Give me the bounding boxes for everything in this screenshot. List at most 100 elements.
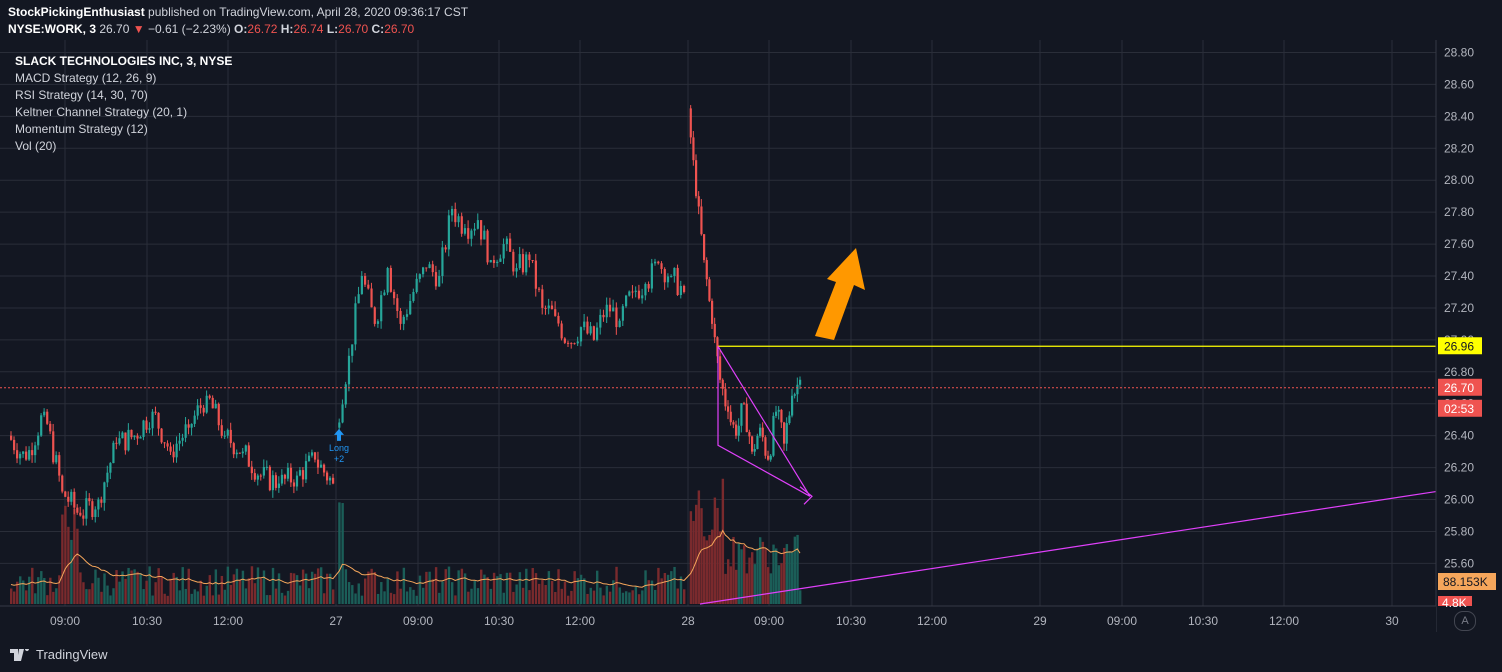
volume-bar — [271, 567, 275, 604]
candle-body — [301, 470, 305, 480]
volume-bar — [190, 593, 193, 604]
falling-wedge-drawing[interactable] — [717, 345, 813, 505]
author-name[interactable]: StockPickingEnthusiast — [8, 5, 145, 19]
volume-bar — [673, 566, 676, 604]
candle-body — [184, 424, 187, 438]
tradingview-logo[interactable]: TradingView — [10, 647, 108, 662]
time-tick-label: 10:30 — [132, 614, 162, 628]
volume-bar — [344, 569, 348, 604]
signal-label: Long — [329, 443, 349, 453]
candle-body — [357, 294, 360, 304]
candle-body — [557, 315, 560, 324]
legend-item-keltner[interactable]: Keltner Channel Strategy (20, 1) — [15, 105, 188, 119]
volume-bar — [492, 572, 496, 604]
legend-item-rsi[interactable]: RSI Strategy (14, 30, 70) — [15, 88, 148, 102]
volume-bar — [396, 571, 399, 604]
volume-bar — [199, 580, 202, 604]
candle-body — [163, 442, 166, 444]
legend-item-momentum[interactable]: Momentum Strategy (12) — [15, 122, 148, 136]
price-tick-label: 26.80 — [1444, 365, 1474, 379]
candle-body — [223, 435, 226, 437]
volume-bar — [328, 573, 332, 604]
change-arrow-icon: ▼ — [132, 22, 145, 36]
volume-bar — [386, 578, 389, 604]
candle-body — [451, 208, 454, 216]
candle-body — [521, 254, 525, 273]
volume-bar — [383, 591, 386, 604]
candle-body — [127, 429, 130, 451]
candle-body — [748, 432, 751, 437]
candle-body — [262, 467, 265, 476]
candle-body — [217, 403, 220, 426]
volume-bar — [554, 591, 557, 604]
candle-body — [364, 276, 367, 285]
time-tick-label: 09:00 — [1107, 614, 1137, 628]
close-label: C: — [371, 22, 385, 36]
volume-bar — [729, 566, 733, 604]
tradingview-icon — [10, 648, 29, 661]
volume-bar — [91, 583, 94, 604]
volume-bar — [142, 589, 145, 604]
candle-body — [268, 466, 272, 491]
volume-bar — [748, 557, 751, 604]
close-value: 26.70 — [384, 22, 415, 36]
up-arrow-icon[interactable] — [815, 248, 865, 340]
volume-bar — [592, 590, 596, 604]
candle-body — [304, 461, 308, 480]
volume-bar — [496, 576, 499, 604]
volume-bar — [341, 503, 344, 604]
volume-bar — [307, 588, 311, 604]
candle-body — [608, 304, 612, 312]
legend-item-macd[interactable]: MACD Strategy (12, 26, 9) — [15, 71, 157, 85]
volume-bar — [22, 580, 25, 604]
candle-body — [49, 423, 52, 432]
candle-body — [589, 326, 592, 334]
volume-bar — [596, 570, 599, 604]
volume-bar — [76, 528, 79, 604]
volume-bar — [716, 507, 719, 604]
volume-bar — [211, 595, 215, 604]
volume-bar — [139, 572, 142, 604]
candle-body — [109, 463, 112, 473]
chart-area[interactable]: Long +2 28.80 28.60 28.40 28.20 28.00 27.80 27… — [0, 0, 1502, 640]
candle-body — [190, 423, 193, 428]
volume-bar — [425, 571, 428, 604]
candle-body — [151, 411, 154, 429]
symbol-label[interactable]: NYSE:WORK, 3 — [8, 22, 97, 36]
volume-bar — [783, 547, 786, 604]
legend-title[interactable]: SLACK TECHNOLOGIES INC, 3, NYSE — [15, 54, 233, 68]
volume-bar — [560, 588, 563, 604]
time-tick-label: 29 — [1033, 614, 1047, 628]
volume-bar — [166, 595, 169, 604]
volume-bar — [579, 574, 583, 604]
legend-item-volume[interactable]: Vol (20) — [15, 139, 57, 153]
volume-bar — [262, 570, 266, 604]
volume-bar — [220, 575, 224, 604]
candle-body — [169, 446, 172, 452]
time-axis-bg[interactable] — [0, 606, 1436, 640]
time-tick-label: 12:00 — [1269, 614, 1299, 628]
candle-body — [596, 327, 599, 340]
volume-bar — [724, 573, 727, 604]
candle-body — [130, 429, 133, 438]
candle-body — [202, 407, 205, 413]
orange-arrow-shape — [815, 248, 865, 340]
candle-body — [796, 384, 799, 395]
candle-body — [525, 254, 528, 273]
candle-body — [310, 452, 314, 456]
volume-bar — [772, 544, 775, 604]
volume-bar — [541, 579, 544, 604]
volume-bar — [486, 577, 489, 604]
candle-body — [373, 307, 376, 324]
volume-bar — [761, 541, 765, 604]
volume-bar — [70, 539, 73, 604]
volume-bar — [130, 570, 133, 604]
volume-bar — [544, 585, 547, 604]
volume-bars — [10, 478, 802, 604]
volume-bar — [512, 591, 515, 604]
volume-bar — [679, 576, 683, 604]
volume-bar — [476, 588, 480, 604]
time-tick-label: 12:00 — [213, 614, 243, 628]
auto-scale-button[interactable]: A — [1454, 611, 1476, 631]
trend-line[interactable] — [699, 490, 1437, 605]
